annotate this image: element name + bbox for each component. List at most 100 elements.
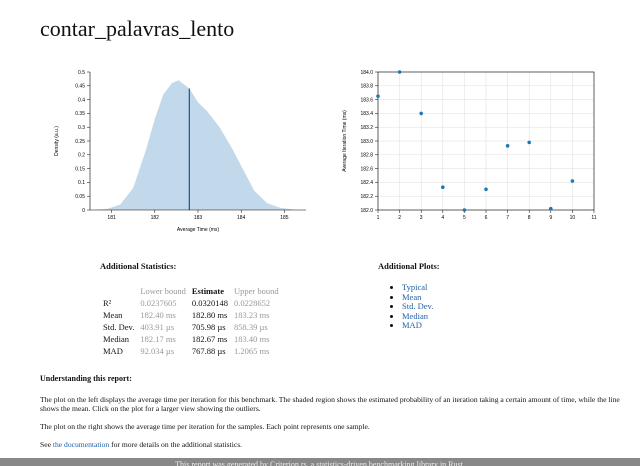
sample-point [462, 208, 467, 212]
plot-link-mad: MAD [402, 320, 440, 331]
sample-point [505, 144, 510, 148]
stats-header-row: Lower bound Estimate Upper bound [100, 285, 282, 297]
sample-point [376, 94, 380, 98]
plots-heading: Additional Plots: [378, 261, 440, 271]
stats-lower-value: 182.17 ms [140, 334, 176, 344]
y-tick-label: 0.35 [75, 111, 85, 117]
sample-point [549, 206, 553, 211]
y-tick-label: 182.6 [360, 166, 373, 172]
stats-table: Lower bound Estimate Upper bound R² 0.023… [100, 285, 282, 357]
x-tick-label: 11 [591, 215, 596, 221]
stats-lower-value: 0.0237605 [140, 298, 177, 308]
stats-estimate-value: 705.98 µs [191, 322, 226, 332]
y-tick-label: 182.4 [360, 180, 373, 186]
link-mad[interactable]: MAD [402, 320, 422, 330]
sample-point [570, 179, 575, 183]
x-tick-label: 2 [398, 215, 401, 221]
estimate-header: Estimate [191, 286, 224, 296]
y-tick-label: 182.8 [360, 153, 373, 159]
link-std-dev[interactable]: Std. Dev. [402, 301, 434, 311]
plot-link-mean: Mean [402, 291, 440, 303]
stats-upper-value: 183.23 ms [234, 310, 270, 320]
y-tick-label: 182.2 [360, 194, 373, 200]
y-tick-label: 183.4 [360, 111, 373, 117]
see-text: See [40, 440, 53, 449]
stats-row-label: MAD [103, 346, 123, 356]
x-tick-label: 3 [420, 215, 423, 221]
stats-row: Mean 182.40 ms 182.80 ms 183.23 ms [100, 309, 282, 321]
y-tick-label: 0.15 [75, 166, 85, 172]
iteration-times-plot[interactable]: 182.0 182.2 182.4 182.6 182.8 183.0 183.2 183.4… [338, 64, 602, 244]
y-axis-label: Average Iteration Time (ms) [342, 110, 348, 172]
x-tick-label: 4 [441, 215, 444, 221]
documentation-link[interactable]: the documentation [52, 440, 110, 449]
stats-upper-value: 1.2065 ms [234, 346, 270, 356]
y-tick-label: 183.0 [360, 139, 373, 145]
y-tick-label: 183.8 [360, 84, 373, 90]
stats-estimate-value: 0.0320148 [191, 298, 229, 308]
y-tick-label: 0.1 [78, 180, 85, 186]
upper-bound-header: Upper bound [234, 286, 279, 296]
plot-link-typical: Typical [402, 282, 440, 293]
x-tick-label: 181 [107, 215, 116, 221]
x-tick-label: 182 [151, 215, 160, 221]
stats-upper-value: 0.0228652 [234, 298, 271, 308]
x-tick-label: 8 [528, 215, 531, 221]
stats-lower-value: 182.40 ms [140, 310, 176, 320]
stats-upper-value: 183.40 ms [234, 334, 270, 344]
x-tick-label: 6 [485, 215, 488, 221]
density-plot[interactable]: 0 0.05 0.1 0.15 0.2 0.25 0.3 0.35 0.4 0.45 0.5 181 1… [48, 64, 310, 244]
plot-link-std-dev: Std. Dev. [402, 301, 440, 312]
stats-row-label: R² [103, 298, 112, 308]
understanding-paragraph-2: The plot on the right shows the average … [40, 422, 370, 431]
details-text: for more details on the additional stati… [109, 440, 243, 449]
y-tick-label: 0.3 [78, 125, 85, 131]
link-mean[interactable]: Mean [402, 291, 422, 302]
additional-plots: Additional Plots: Typical Mean Std. Dev.… [378, 261, 440, 331]
understanding-section: Understanding this report: The plot on t… [40, 374, 625, 458]
stats-row-label: Median [103, 334, 129, 344]
stats-row: Std. Dev. 403.91 µs 705.98 µs 858.39 µs [100, 321, 282, 333]
x-tick-label: 183 [194, 215, 203, 221]
stats-upper-value: 858.39 µs [234, 322, 268, 332]
stats-row: Median 182.17 ms 182.67 ms 183.40 ms [100, 333, 282, 345]
sample-point [441, 185, 445, 190]
y-tick-label: 0.05 [75, 194, 85, 200]
stats-row-label: Std. Dev. [103, 322, 135, 332]
plot-link-median: Median [402, 310, 440, 322]
x-tick-label: 7 [506, 215, 509, 221]
stats-estimate-value: 182.80 ms [191, 310, 228, 320]
link-typical[interactable]: Typical [402, 282, 428, 292]
footer: This report was generated by Criterion.r… [0, 458, 640, 466]
y-tick-label: 182.0 [360, 208, 373, 214]
understanding-paragraph-1: The plot on the left displays the averag… [40, 395, 620, 413]
additional-statistics: Additional Statistics: Lower bound Estim… [100, 261, 282, 357]
density-area [94, 80, 294, 210]
stats-heading: Additional Statistics: [100, 261, 177, 271]
y-tick-label: 0 [82, 208, 85, 214]
stats-lower-value: 92.034 µs [140, 346, 175, 356]
sample-point [484, 187, 488, 192]
link-median[interactable]: Median [402, 310, 428, 321]
stats-lower-value: 403.91 µs [140, 322, 175, 332]
sample-point [527, 140, 531, 145]
y-tick-label: 0.4 [78, 97, 85, 103]
sample-point [419, 111, 423, 116]
y-tick-label: 0.2 [78, 153, 85, 159]
understanding-heading: Understanding this report: [40, 374, 132, 383]
y-axis-label: Density (a.u.) [54, 126, 60, 156]
lower-bound-header: Lower bound [140, 286, 186, 296]
x-axis-label: Average Time (ms) [177, 227, 219, 233]
stats-row-label: Mean [103, 310, 123, 320]
y-tick-label: 0.45 [75, 84, 85, 90]
y-tick-label: 183.2 [360, 125, 373, 131]
x-tick-label: 5 [463, 215, 466, 221]
stats-estimate-value: 182.67 ms [191, 334, 228, 344]
y-tick-label: 0.5 [78, 70, 85, 76]
stats-header-empty [100, 285, 137, 297]
sample-point [397, 70, 402, 74]
stats-row: R² 0.0237605 0.0320148 0.0228652 [100, 297, 282, 309]
stats-estimate-value: 767.88 µs [191, 346, 226, 356]
x-tick-label: 9 [549, 215, 552, 221]
y-tick-label: 183.6 [360, 97, 373, 103]
